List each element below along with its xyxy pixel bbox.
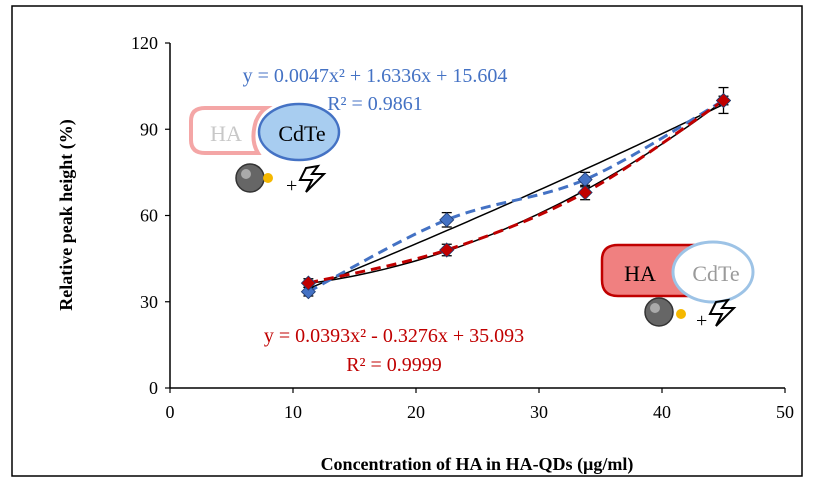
y-tick-label: 90 <box>140 119 158 139</box>
blue-equation: y = 0.0047x² + 1.6336x + 15.604 <box>243 65 508 87</box>
lightning-icon-2 <box>708 298 737 327</box>
x-tick-label: 30 <box>530 402 548 422</box>
electrode-sphere-icon-2 <box>644 297 674 327</box>
red-r-squared: R² = 0.9999 <box>346 354 442 376</box>
ha-outline-shape <box>189 106 273 155</box>
cdte-outline-shape <box>671 240 755 304</box>
x-axis-title: Concentration of HA in HA-QDs (µg/ml) <box>321 454 634 475</box>
electrode-sphere-icon <box>235 163 265 193</box>
electrode-highlight-2 <box>650 303 660 313</box>
illustration-bottom-right: HA CdTe + <box>600 240 755 332</box>
x-tick-label: 50 <box>776 402 794 422</box>
series-lines <box>307 99 725 294</box>
plus-sign: + <box>286 175 297 197</box>
electrode-highlight <box>241 169 251 179</box>
red-equation: y = 0.0393x² - 0.3276x + 35.093 <box>264 325 524 347</box>
data-point-series-1 <box>439 242 455 258</box>
data-point-series-1 <box>300 275 316 291</box>
data-point-series-0 <box>439 212 455 228</box>
y-tick-label: 30 <box>140 292 158 312</box>
x-tick-label: 20 <box>407 402 425 422</box>
x-tick-label: 0 <box>166 402 175 422</box>
x-tick-label: 10 <box>284 402 302 422</box>
series-line-1 <box>308 99 725 285</box>
cdte-label: CdTe <box>278 121 325 146</box>
dot-icon <box>263 173 273 183</box>
cdte-filled-shape <box>257 102 341 162</box>
y-tick-label: 60 <box>140 206 158 226</box>
chart-frame <box>11 5 803 477</box>
x-tick-label: 40 <box>653 402 671 422</box>
data-point-series-0 <box>300 284 316 300</box>
cdte-label-2: CdTe <box>692 261 739 286</box>
y-tick-label: 0 <box>149 378 158 398</box>
ha-label: HA <box>210 121 242 146</box>
x-ticks: 0 10 20 30 40 50 <box>166 388 794 422</box>
data-point-series-1 <box>577 184 593 201</box>
lightning-icon <box>298 164 327 193</box>
y-tick-label: 120 <box>131 33 158 53</box>
blue-r-squared: R² = 0.9861 <box>327 93 423 115</box>
series-line-0 <box>307 99 725 294</box>
illustration-top-left: HA CdTe + <box>189 102 341 197</box>
dot-icon-2 <box>676 309 686 319</box>
y-ticks: 0 30 60 90 120 <box>131 33 170 398</box>
data-point-series-1 <box>715 92 732 109</box>
ha-label-2: HA <box>624 261 656 286</box>
plus-sign-2: + <box>696 310 707 332</box>
y-axis-title: Relative peak height (%) <box>56 119 77 310</box>
data-points <box>300 92 732 300</box>
